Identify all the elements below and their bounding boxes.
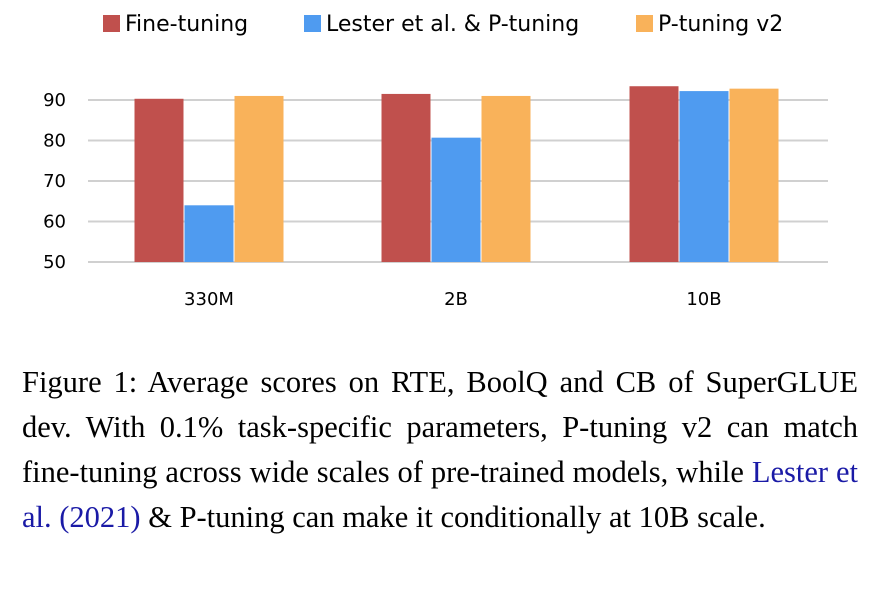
bar-fine-tuning-330m: [134, 98, 184, 262]
bar-p-tuning-v2-2b: [481, 95, 531, 262]
legend-label: P-tuning v2: [658, 12, 783, 37]
bar-lester-et-al-p-tuning-330m: [184, 205, 234, 262]
legend-label: Fine-tuning: [125, 12, 248, 37]
bar-fine-tuning-10b: [629, 86, 679, 262]
citation-author: Lester et al.: [22, 455, 858, 534]
figure-caption: Figure 1: Average scores on RTE, BoolQ a…: [22, 360, 858, 540]
citation-year: (2021): [59, 500, 141, 534]
caption-text-end: & P-tuning can make it conditionally at …: [148, 500, 766, 534]
x-category-label: 2B: [444, 289, 468, 310]
bar-lester-et-al-p-tuning-10b: [679, 91, 729, 262]
legend-swatch: [304, 15, 321, 32]
citation-link[interactable]: Lester et al. (2021): [22, 455, 858, 534]
y-tick-label: 80: [43, 131, 66, 152]
legend-swatch: [103, 15, 120, 32]
bar-p-tuning-v2-330m: [234, 95, 284, 262]
y-tick-label: 70: [43, 171, 66, 192]
x-category-label: 10B: [686, 289, 721, 310]
bar-fine-tuning-2b: [381, 93, 431, 262]
caption-text: Average scores on RTE, BoolQ and CB of S…: [22, 365, 858, 489]
bar-lester-et-al-p-tuning-2b: [431, 137, 481, 262]
y-tick-label: 50: [43, 252, 66, 273]
legend-label: Lester et al. & P-tuning: [326, 12, 579, 37]
y-tick-label: 90: [43, 90, 66, 111]
bar-chart: 50 60 70 80 90 330M 2B 10B Fine-tuning Lester et …: [43, 12, 828, 310]
x-category-label: 330M: [184, 289, 234, 310]
y-tick-label: 60: [43, 212, 66, 233]
caption-label: Figure 1:: [22, 365, 138, 399]
bar-p-tuning-v2-10b: [729, 88, 779, 262]
legend-swatch: [636, 15, 653, 32]
